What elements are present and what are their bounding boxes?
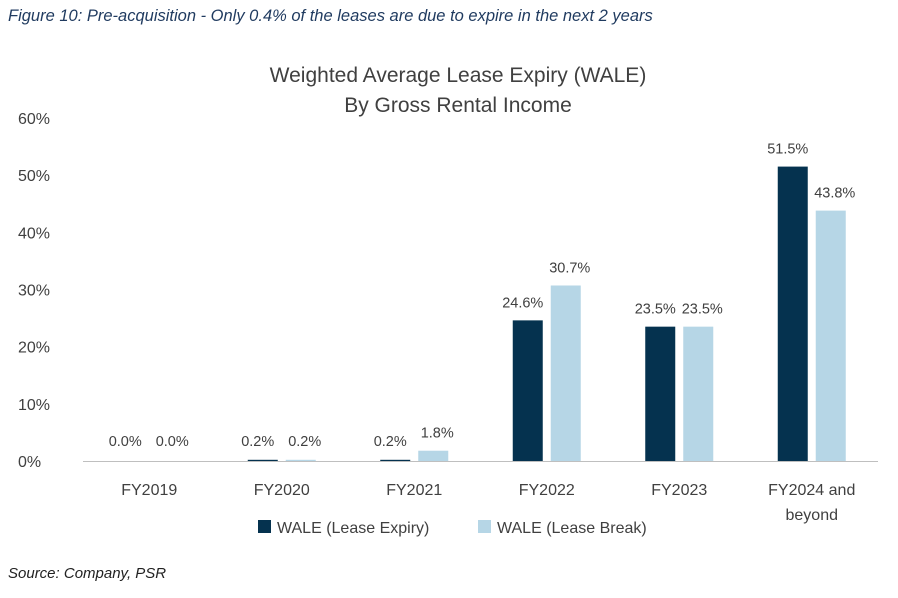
data-label: 0.0% [109, 434, 142, 450]
x-tick-label: FY2024 and beyond [768, 482, 855, 524]
y-tick-label: 30% [18, 283, 50, 300]
bar-lease-expiry [777, 166, 808, 461]
y-tick-label: 20% [18, 340, 50, 357]
data-label: 30.7% [549, 260, 590, 276]
data-label: 51.5% [767, 142, 808, 158]
legend-swatch-lease-expiry [258, 520, 271, 533]
x-tick-label: FY2021 [386, 482, 442, 499]
bar-lease-break [418, 450, 449, 461]
bar-lease-expiry [512, 320, 543, 461]
data-label: 0.2% [288, 434, 321, 450]
y-tick-label: 50% [18, 168, 50, 185]
data-label: 24.6% [502, 295, 543, 311]
bar-lease-break [815, 210, 846, 461]
bar-lease-expiry [247, 459, 278, 461]
chart-title: Weighted Average Lease Expiry (WALE) [270, 64, 647, 87]
bar-lease-expiry [645, 326, 676, 461]
bar-lease-break [683, 326, 714, 461]
legend: WALE (Lease Expiry) WALE (Lease Break) [258, 520, 647, 537]
figure-caption: Figure 10: Pre-acquisition - Only 0.4% o… [8, 7, 653, 25]
bars [247, 166, 846, 461]
data-label: 0.2% [241, 434, 274, 450]
legend-swatch-lease-break [478, 520, 491, 533]
x-tick-label: FY2022 [519, 482, 575, 499]
x-axis: FY2019 FY2020 FY2021 FY2022 FY2023 FY2024 and… [121, 482, 855, 524]
data-label: 1.8% [421, 426, 454, 442]
x-tick-label: FY2020 [254, 482, 310, 499]
data-labels: 0.0% 0.0% 0.2% 0.2% 0.2% 1.8% 24.6% 30.7% 23.5% 2… [109, 142, 856, 450]
y-tick-label: 40% [18, 225, 50, 242]
legend-label: WALE (Lease Break) [497, 520, 647, 537]
data-label: 23.5% [682, 302, 723, 318]
bar-lease-break [550, 285, 581, 461]
source-note: Source: Company, PSR [8, 565, 167, 582]
bar-lease-break [285, 459, 316, 461]
legend-label: WALE (Lease Expiry) [277, 520, 429, 537]
bar-lease-expiry [380, 459, 411, 461]
x-tick-label: FY2019 [121, 482, 177, 499]
x-tick-label: FY2023 [651, 482, 707, 499]
data-label: 0.0% [156, 434, 189, 450]
chart-subtitle: By Gross Rental Income [344, 94, 572, 117]
y-tick-label: 60% [18, 111, 50, 128]
data-label: 23.5% [635, 302, 676, 318]
y-tick-label: 0% [18, 454, 41, 471]
data-label: 0.2% [374, 434, 407, 450]
y-tick-label: 10% [18, 397, 50, 414]
data-label: 43.8% [814, 186, 855, 202]
y-axis: 0% 10% 20% 30% 40% 50% 60% [18, 111, 50, 471]
